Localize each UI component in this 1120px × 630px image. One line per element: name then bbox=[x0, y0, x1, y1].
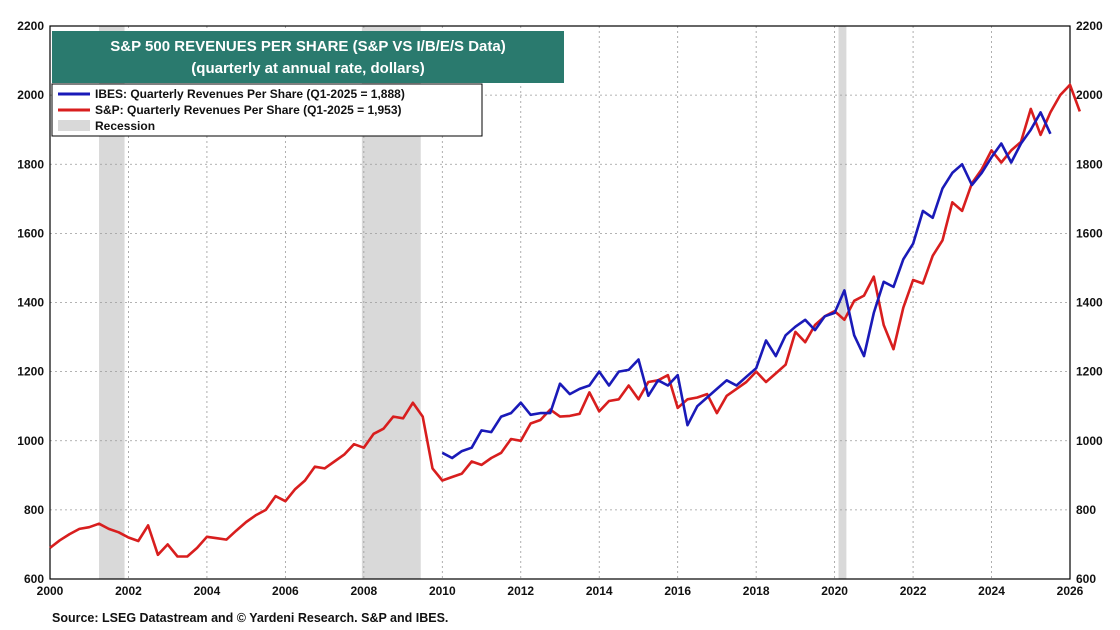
x-tick-2008: 2008 bbox=[350, 584, 377, 598]
legend-ibes-label: IBES: Quarterly Revenues Per Share (Q1-2… bbox=[95, 87, 405, 101]
y-tick-left-2000: 2000 bbox=[17, 88, 44, 102]
source-note: Source: LSEG Datastream and © Yardeni Re… bbox=[52, 611, 448, 625]
legend-box bbox=[51, 83, 483, 137]
y-tick-left-2200: 2200 bbox=[17, 19, 44, 33]
legend-recession-label: Recession bbox=[95, 119, 155, 133]
y-tick-right-600: 600 bbox=[1076, 572, 1096, 586]
tick-layer: 600 600 800 800 1000 1000 1200 1200 1400 1400 1600… bbox=[17, 19, 1103, 598]
y-tick-right-1200: 1200 bbox=[1076, 365, 1103, 379]
x-tick-2000: 2000 bbox=[37, 584, 64, 598]
x-tick-2004: 2004 bbox=[194, 584, 221, 598]
y-tick-right-1600: 1600 bbox=[1076, 226, 1103, 240]
y-tick-left-600: 600 bbox=[24, 572, 44, 586]
y-tick-right-1400: 1400 bbox=[1076, 296, 1103, 310]
x-tick-2006: 2006 bbox=[272, 584, 299, 598]
series-line-ibes bbox=[441, 111, 1052, 460]
y-tick-right-1800: 1800 bbox=[1076, 157, 1103, 171]
plot-frame bbox=[49, 25, 1071, 580]
title-background bbox=[52, 31, 564, 83]
x-tick-2014: 2014 bbox=[586, 584, 613, 598]
title-box: S&P 500 REVENUES PER SHARE (S&P VS I/B/E… bbox=[52, 31, 564, 83]
chart-title-line-2: (quarterly at annual rate, dollars) bbox=[191, 60, 424, 77]
x-tick-2018: 2018 bbox=[743, 584, 770, 598]
y-tick-right-2000: 2000 bbox=[1076, 88, 1103, 102]
x-tick-2016: 2016 bbox=[664, 584, 691, 598]
x-tick-2002: 2002 bbox=[115, 584, 142, 598]
y-tick-right-2200: 2200 bbox=[1076, 19, 1103, 33]
x-tick-2022: 2022 bbox=[900, 584, 927, 598]
x-tick-2026: 2026 bbox=[1057, 584, 1084, 598]
y-tick-left-1800: 1800 bbox=[17, 157, 44, 171]
series-line-sp bbox=[49, 83, 1082, 558]
y-tick-right-1000: 1000 bbox=[1076, 434, 1103, 448]
y-tick-left-800: 800 bbox=[24, 503, 44, 517]
x-tick-2010: 2010 bbox=[429, 584, 456, 598]
legend-sp-label: S&P: Quarterly Revenues Per Share (Q1-20… bbox=[95, 103, 402, 117]
x-tick-2012: 2012 bbox=[507, 584, 534, 598]
series-layer bbox=[49, 83, 1082, 558]
legend: IBES: Quarterly Revenues Per Share (Q1-2… bbox=[51, 83, 483, 137]
chart-title-line-1: S&P 500 REVENUES PER SHARE (S&P VS I/B/E… bbox=[110, 38, 505, 55]
y-tick-left-1600: 1600 bbox=[17, 226, 44, 240]
y-tick-left-1200: 1200 bbox=[17, 365, 44, 379]
y-tick-left-1000: 1000 bbox=[17, 434, 44, 448]
legend-recession-swatch bbox=[58, 120, 90, 131]
y-tick-left-1400: 1400 bbox=[17, 296, 44, 310]
recession-band-3 bbox=[838, 26, 847, 579]
x-tick-2024: 2024 bbox=[978, 584, 1005, 598]
y-tick-right-800: 800 bbox=[1076, 503, 1096, 517]
x-tick-2020: 2020 bbox=[821, 584, 848, 598]
